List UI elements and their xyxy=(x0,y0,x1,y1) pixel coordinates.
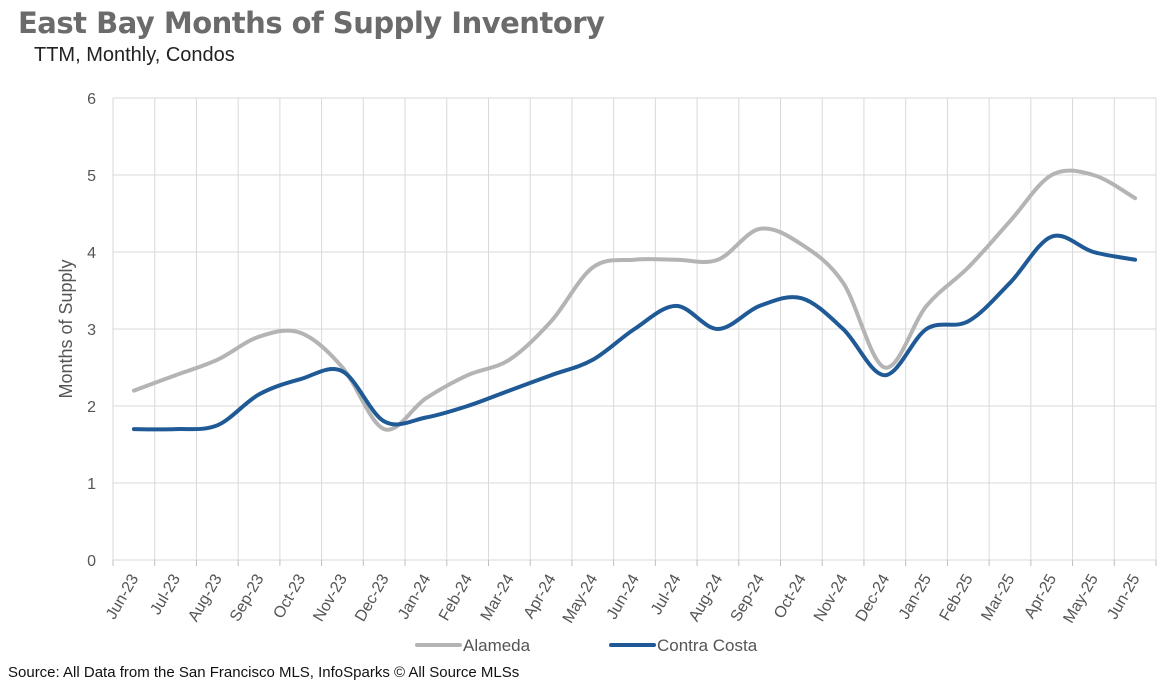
x-tick-label: Oct-24 xyxy=(771,571,810,621)
y-tick-label: 1 xyxy=(87,476,96,493)
x-tick-label: Apr-24 xyxy=(521,571,560,621)
x-tick-label: Jul-24 xyxy=(648,571,685,617)
x-tick-label: Apr-25 xyxy=(1021,571,1060,621)
gridlines xyxy=(112,97,1157,561)
x-tick-label: Aug-24 xyxy=(686,571,727,624)
series-line-contra-costa xyxy=(131,233,1138,432)
x-tick-label: Nov-23 xyxy=(310,571,351,624)
x-tick-label: Jan-25 xyxy=(896,571,935,622)
series-line-alameda xyxy=(131,168,1138,432)
source-note: Source: All Data from the San Francisco … xyxy=(8,664,520,681)
x-tick-label: Jan-24 xyxy=(395,571,434,622)
legend-label: Alameda xyxy=(463,636,531,655)
x-tick-label: Jun-25 xyxy=(1104,571,1143,622)
chart-title: East Bay Months of Supply Inventory xyxy=(18,6,605,40)
x-tick-label: Oct-23 xyxy=(270,571,309,621)
y-tick-label: 2 xyxy=(87,399,96,416)
x-tick-label: May-25 xyxy=(1060,571,1101,626)
x-tick-label: Dec-24 xyxy=(853,571,894,624)
y-tick-label: 4 xyxy=(87,245,96,262)
series-lines xyxy=(131,168,1138,432)
x-tick-label: Feb-24 xyxy=(436,571,476,623)
y-tick-label: 6 xyxy=(87,91,96,108)
legend-label: Contra Costa xyxy=(657,636,758,655)
x-tick-label: May-24 xyxy=(560,571,601,626)
x-tick-label: Jul-23 xyxy=(148,571,185,617)
x-tick-label: Mar-25 xyxy=(978,571,1018,623)
x-tick-label: Jun-23 xyxy=(103,571,142,622)
x-tick-label: Dec-23 xyxy=(352,571,393,624)
chart-subtitle: TTM, Monthly, Condos xyxy=(34,44,235,66)
legend: Alameda Contra Costa xyxy=(415,636,758,655)
y-tick-label: 3 xyxy=(87,322,96,339)
x-tick-label: Aug-23 xyxy=(185,571,226,624)
y-tick-label: 5 xyxy=(87,168,96,185)
x-tick-label: Sep-23 xyxy=(227,571,268,624)
x-tick-label: Feb-25 xyxy=(937,571,977,623)
x-tick-label: Jun-24 xyxy=(604,571,643,622)
x-tick-label: Sep-24 xyxy=(728,571,769,624)
x-tick-label: Mar-24 xyxy=(478,571,518,623)
y-axis-title: Months of Supply xyxy=(56,259,76,398)
x-tick-label: Nov-24 xyxy=(811,571,852,624)
y-tick-label: 0 xyxy=(87,553,96,570)
